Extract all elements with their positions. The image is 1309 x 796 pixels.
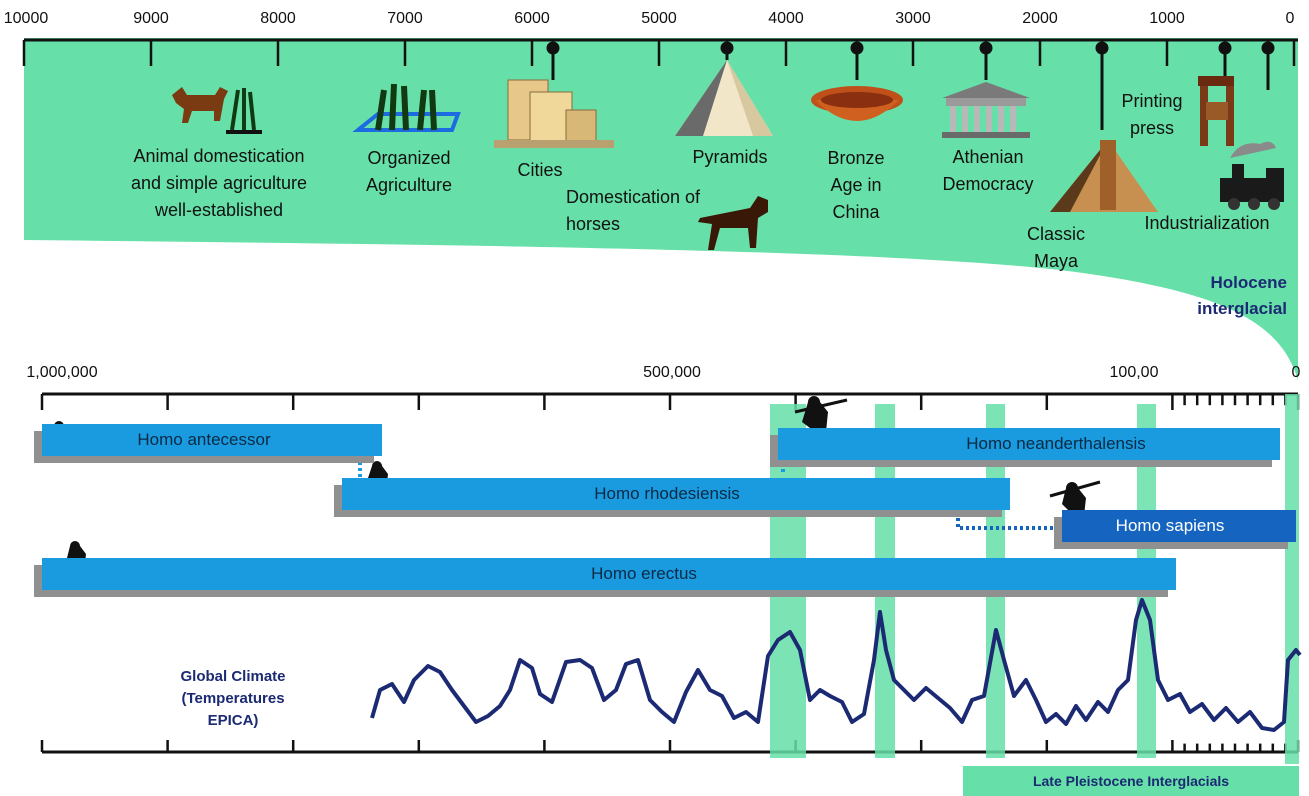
axis-label-100k: 100,00 xyxy=(1109,364,1159,381)
top-axis-tick-label: 7000 xyxy=(387,10,423,27)
label-homo-erectus: Homo erectus xyxy=(591,564,697,583)
pyramid-icon xyxy=(675,60,773,136)
event-bronze-age-china: Bronze Age in China xyxy=(827,148,885,222)
lineage-connectors xyxy=(358,445,1058,530)
top-axis-tick-label: 1000 xyxy=(1149,10,1185,27)
event-cities: Cities xyxy=(517,160,563,180)
top-axis-tick-label: 5000 xyxy=(641,10,677,27)
bar-homo-antecessor xyxy=(42,424,382,456)
climate-axis-ticks xyxy=(40,740,1300,752)
late-pleistocene-label: Late Pleistocene Interglacials xyxy=(963,766,1299,796)
bar-homo-neanderthalensis xyxy=(778,428,1280,460)
horse-icon xyxy=(698,196,768,250)
top-axis-tick-label: 3000 xyxy=(895,10,931,27)
climate-curve xyxy=(370,598,1302,732)
axis-label-0: 0 xyxy=(1291,364,1301,381)
bar-homo-rhodesiensis xyxy=(342,478,1010,510)
event-organized-agriculture: Organized Agriculture xyxy=(365,148,453,195)
temple-icon xyxy=(942,82,1030,138)
locomotive-icon xyxy=(1220,141,1284,210)
bar-homo-sapiens xyxy=(1062,510,1296,542)
plowed-field-icon xyxy=(352,83,461,132)
event-classic-maya: Classic Maya xyxy=(1026,224,1085,271)
top-axis-ticks xyxy=(22,40,1296,66)
top-axis-tick-label: 8000 xyxy=(260,10,296,27)
label-homo-antecessor: Homo antecessor xyxy=(137,430,271,449)
dog-icon xyxy=(172,87,228,123)
top-axis-tick-label: 4000 xyxy=(768,10,804,27)
top-axis-tick-label: 0 xyxy=(1285,10,1295,27)
bowl-icon xyxy=(811,86,903,121)
event-domestication-horses: Domestication of horses xyxy=(566,187,701,234)
event-industrialization: Industrialization xyxy=(1144,213,1270,233)
label-homo-sapiens: Homo sapiens xyxy=(1115,516,1225,535)
axis-label-1m: 1,000,000 xyxy=(26,364,98,381)
printing-press-icon xyxy=(1198,76,1234,146)
event-athenian-democracy: Athenian Democracy xyxy=(942,147,1034,194)
top-axis-tick-label: 10000 xyxy=(3,10,49,27)
top-axis-tick-label: 9000 xyxy=(133,10,169,27)
climate-label: Global Climate (Temperatures EPICA) xyxy=(180,668,286,729)
maya-pyramid-icon xyxy=(1050,140,1158,212)
event-printing-press: Printing press xyxy=(1121,91,1183,138)
label-homo-rhodesiensis: Homo rhodesiensis xyxy=(594,484,740,503)
house-icon xyxy=(494,79,614,148)
wheat-icon xyxy=(226,88,262,134)
top-axis-tick-label: 6000 xyxy=(514,10,550,27)
top-axis-tick-label: 2000 xyxy=(1022,10,1058,27)
label-homo-neanderthalensis: Homo neanderthalensis xyxy=(966,434,1146,453)
event-pyramids: Pyramids xyxy=(692,147,768,167)
axis-label-500k: 500,000 xyxy=(643,364,701,381)
bar-homo-erectus xyxy=(42,558,1176,590)
bottom-axis-ticks xyxy=(40,394,1300,410)
holocene-label: Holocene interglacial xyxy=(1197,273,1287,318)
event-pins xyxy=(546,41,1275,130)
event-animal-domestication: Animal domestication and simple agricult… xyxy=(130,146,308,220)
